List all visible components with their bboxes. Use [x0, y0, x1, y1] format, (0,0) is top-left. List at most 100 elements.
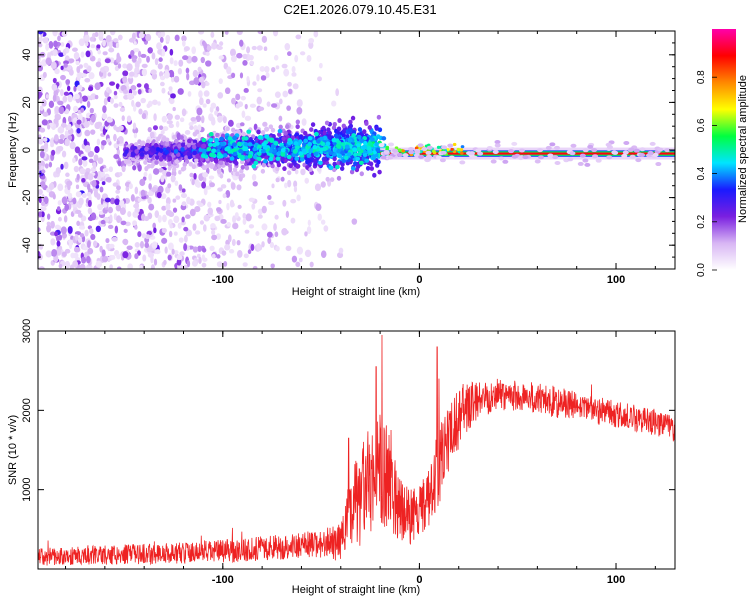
spectrogram-cell — [459, 148, 464, 152]
spectrogram-y-ticks: -40 -20 0 20 40 — [21, 30, 675, 270]
spectrogram-cell — [248, 197, 255, 202]
spectrogram-cell — [134, 207, 140, 213]
spectrogram-cell — [246, 46, 251, 54]
spectrogram-cell — [77, 73, 83, 79]
spectrogram-cell — [350, 115, 356, 121]
spectrogram-cell — [139, 152, 145, 157]
spectrogram-cell — [110, 97, 114, 104]
spectrogram-cell — [119, 207, 126, 215]
spectrogram-cell — [320, 219, 326, 225]
spectrogram-cell — [308, 148, 314, 153]
spectrogram-cell — [262, 121, 268, 127]
spectrogram-cell — [307, 135, 313, 141]
spectrogram-cell — [122, 251, 129, 259]
spectrogram-cell — [202, 224, 207, 232]
spectrogram-cell — [167, 161, 172, 167]
spectrogram-cell — [408, 147, 415, 152]
spectrogram-cell — [291, 66, 296, 73]
spectrogram-cell — [251, 203, 256, 210]
spectrogram-cell — [117, 160, 122, 167]
spectrogram-cell — [55, 167, 62, 175]
spectrogram-cell — [247, 142, 253, 147]
spectrogram-cell — [38, 189, 43, 195]
spectrogram-cell — [492, 149, 499, 154]
spectrogram-cell — [173, 148, 179, 154]
spectrogram-cell — [278, 115, 283, 122]
spectrogram-cell — [109, 264, 113, 269]
spectrogram-cell — [387, 155, 394, 160]
spectrogram-cell — [92, 161, 97, 170]
spectrogram-cell — [249, 103, 257, 108]
spectrogram-cell — [161, 237, 168, 244]
spectrogram-cell — [324, 120, 330, 126]
spectrogram-cell — [38, 43, 43, 48]
spectrogram-cell — [76, 84, 83, 92]
spectrogram-cell — [270, 263, 275, 269]
spectrogram-cell — [339, 166, 345, 171]
spectrogram-cell — [282, 199, 287, 207]
spectrogram-cell — [293, 141, 299, 146]
spectrogram-cell — [231, 142, 237, 147]
spectrogram-cell — [60, 226, 67, 235]
spectrogram-cell — [244, 103, 248, 110]
spectrogram-cell — [41, 99, 47, 107]
spectrogram-cell — [592, 154, 599, 159]
spectrogram-cell — [182, 55, 189, 61]
spectrogram-cell — [53, 134, 59, 142]
spectrogram-cell — [97, 49, 101, 55]
spectrogram-cell — [268, 124, 274, 130]
spectrogram-cell — [93, 154, 99, 162]
spectrogram-cell — [218, 153, 224, 159]
spectrogram-cell — [288, 88, 293, 95]
spectrogram-cell — [283, 130, 288, 136]
spectrogram-cell — [205, 51, 210, 57]
spectrogram-cell — [306, 55, 312, 62]
spectrogram-cell — [62, 95, 68, 103]
spectrogram-cell — [80, 107, 85, 113]
spectrogram-cell — [188, 161, 194, 167]
spectrogram-cell — [325, 176, 330, 182]
spectrogram-cell — [622, 150, 629, 155]
x-tick-label: 100 — [607, 574, 625, 586]
spectrogram-cell — [38, 211, 43, 218]
spectrogram-cell — [277, 128, 283, 134]
spectrogram-cell — [116, 266, 122, 269]
spectrogram-cell — [191, 46, 197, 55]
spectrogram-cell — [294, 169, 299, 175]
spectrogram-cell — [64, 138, 70, 147]
spectrogram-cell — [301, 142, 307, 147]
spectrogram-cell — [102, 51, 108, 56]
x-tick-label: -100 — [212, 574, 234, 586]
spectrogram-cell — [156, 42, 162, 50]
spectrogram-cell — [336, 126, 342, 132]
spectrogram-cell — [364, 121, 369, 126]
spectrogram-heatmap — [38, 31, 675, 269]
spectrogram-cell — [113, 124, 117, 130]
spectrogram-cell — [623, 141, 630, 146]
spectrogram-cell — [143, 160, 148, 165]
spectrogram-cell — [67, 115, 72, 123]
spectrogram-cell — [120, 220, 127, 226]
spectrogram-cell — [545, 145, 552, 150]
spectrogram-cell — [155, 147, 161, 152]
spectrogram-cell — [323, 225, 329, 232]
spectrogram-cell — [90, 129, 96, 135]
spectrogram-cell — [161, 48, 166, 57]
spectrogram-cell — [243, 141, 249, 147]
spectrogram-cell — [244, 165, 250, 171]
spectrogram-cell — [582, 158, 589, 163]
spectrogram-cell — [63, 215, 68, 223]
spectrogram-cell — [113, 94, 118, 100]
spectrogram-cell — [295, 261, 301, 268]
spectrogram-cell — [436, 145, 441, 149]
spectrogram-cell — [450, 147, 454, 152]
spectrogram-cell — [180, 220, 186, 226]
spectrogram-cell — [275, 156, 281, 161]
colorbar-label: Normalized spectral amplitude — [737, 75, 749, 223]
spectrogram-cell — [69, 141, 76, 150]
spectrogram-cell — [57, 100, 64, 106]
spectrogram-cell — [134, 186, 139, 195]
spectrogram-cell — [216, 254, 221, 259]
spectrogram-cell — [63, 60, 69, 65]
spectrogram-cell — [103, 70, 107, 79]
